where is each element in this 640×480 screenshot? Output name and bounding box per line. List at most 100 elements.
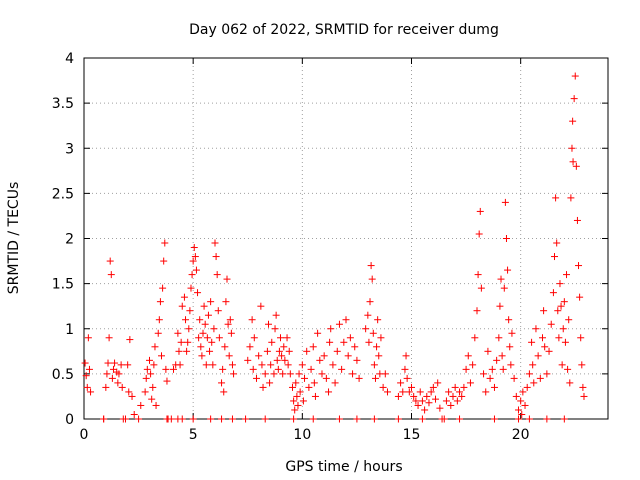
data-point [504,266,512,274]
data-point [186,307,194,315]
data-point [486,374,494,382]
data-point [291,406,299,414]
data-point [570,95,578,103]
data-point [536,374,544,382]
data-point [264,320,272,328]
data-point [296,388,304,396]
data-point [278,352,286,360]
data-point [100,415,108,423]
data-point [375,352,383,360]
data-point [220,388,228,396]
data-point [573,216,581,224]
data-point [210,325,218,333]
y-tick-label: 4 [65,51,74,67]
data-point [493,356,501,364]
data-point [199,329,207,337]
data-point [517,397,525,405]
data-point [402,352,410,360]
data-point [460,383,468,391]
data-point [436,404,444,412]
data-point [480,370,488,378]
data-point [474,271,482,279]
data-point [525,370,533,378]
data-point [464,352,472,360]
data-point [81,359,89,367]
data-point [365,338,373,346]
data-point [534,352,542,360]
data-point [495,334,503,342]
data-point [143,365,151,373]
data-point [453,397,461,405]
data-point [569,158,577,166]
data-point [405,388,413,396]
data-point [473,307,481,315]
data-point [148,395,156,403]
y-tick-label: 0 [65,412,74,428]
data-point [353,356,361,364]
data-point [190,244,198,252]
data-point [184,338,192,346]
data-point [106,257,114,265]
data-point [311,392,319,400]
data-point [263,347,271,355]
data-point [342,316,350,324]
data-point [223,275,231,283]
data-point [377,334,385,342]
data-point [289,383,297,391]
data-point [530,379,538,387]
data-point [556,280,564,288]
data-point [333,347,341,355]
data-point [565,316,573,324]
data-point [367,262,375,270]
data-point [425,399,433,407]
data-point [118,383,126,391]
data-point [271,325,279,333]
data-point [451,383,459,391]
data-point [364,311,372,319]
data-point [279,370,287,378]
data-point [207,298,215,306]
data-point [309,415,317,423]
data-point [137,401,145,409]
data-point [369,329,377,337]
data-point [250,334,258,342]
data-point [219,365,227,373]
data-point [416,388,424,396]
data-point [418,397,426,405]
y-tick-label: 3 [65,141,74,157]
data-point [445,388,453,396]
data-point [498,352,506,360]
data-point [368,275,376,283]
data-point [152,401,160,409]
data-point [346,334,354,342]
data-point [355,374,363,382]
data-point [554,307,562,315]
data-point [500,284,508,292]
data-point [440,415,448,423]
data-point [272,311,280,319]
data-point [466,379,474,387]
data-point [246,343,254,351]
data-point [178,302,186,310]
data-point [394,415,402,423]
data-point [266,379,274,387]
data-point [309,343,317,351]
data-point [102,383,110,391]
data-point [469,361,477,369]
data-point [191,253,199,261]
data-points [81,72,588,423]
data-point [192,266,200,274]
data-point [340,338,348,346]
data-point [490,415,498,423]
data-point [267,361,275,369]
data-point [549,289,557,297]
data-point [560,415,568,423]
data-point [108,374,116,382]
data-point [115,370,123,378]
data-point [160,257,168,265]
data-point [370,361,378,369]
data-point [432,395,440,403]
data-point [514,406,522,414]
data-point [189,415,197,423]
